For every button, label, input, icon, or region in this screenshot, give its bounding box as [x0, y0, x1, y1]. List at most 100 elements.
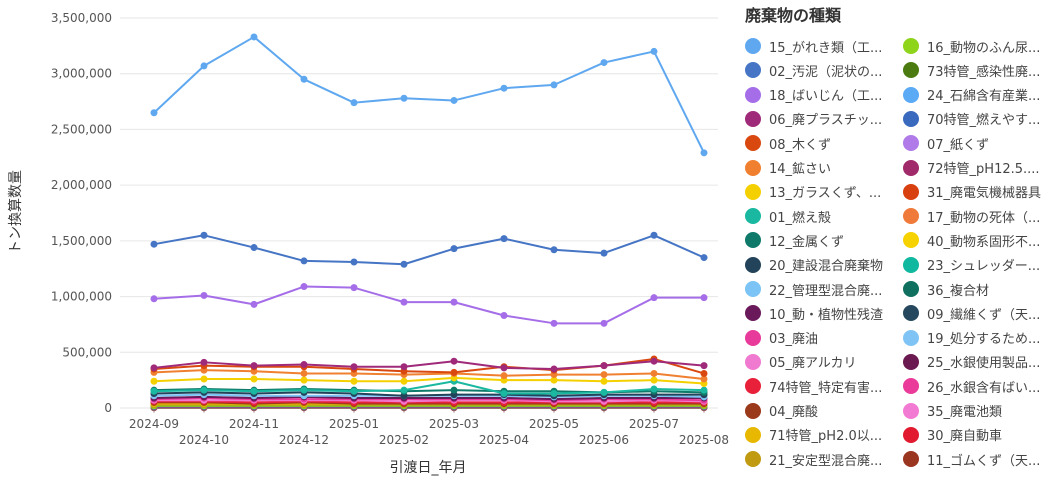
data-point[interactable]: [700, 254, 708, 262]
data-point[interactable]: [600, 377, 608, 385]
legend-item[interactable]: 05_廃アルカリ: [745, 352, 895, 372]
data-point[interactable]: [500, 84, 508, 92]
data-point[interactable]: [250, 244, 258, 252]
legend-item[interactable]: 22_管理型混合廃...: [745, 279, 895, 299]
legend-item[interactable]: 06_廃プラスチッ...: [745, 109, 895, 129]
legend-item[interactable]: 11_ゴムくず（天...: [903, 449, 1053, 469]
data-point[interactable]: [250, 362, 258, 370]
data-point[interactable]: [500, 364, 508, 372]
data-point[interactable]: [150, 377, 158, 385]
data-point[interactable]: [450, 368, 458, 376]
data-point[interactable]: [200, 375, 208, 383]
data-point[interactable]: [200, 386, 208, 394]
legend-item[interactable]: 73特管_感染性廃...: [903, 60, 1053, 80]
data-point[interactable]: [600, 249, 608, 257]
legend-item[interactable]: 31_廃電気機械器具: [903, 182, 1053, 202]
data-point[interactable]: [250, 33, 258, 41]
data-point[interactable]: [650, 376, 658, 384]
legend-item[interactable]: 72特管_pH12.5....: [903, 158, 1053, 178]
legend-item[interactable]: 71特管_pH2.0以...: [745, 425, 895, 445]
legend-item[interactable]: 02_汚泥（泥状の...: [745, 60, 895, 80]
data-point[interactable]: [200, 231, 208, 239]
data-point[interactable]: [550, 390, 558, 398]
legend-item[interactable]: 04_廃酸: [745, 401, 895, 421]
data-point[interactable]: [650, 47, 658, 55]
data-point[interactable]: [700, 149, 708, 157]
legend-item[interactable]: 26_水銀含有ばい...: [903, 376, 1053, 396]
legend-item[interactable]: 24_石綿含有産業...: [903, 85, 1053, 105]
data-point[interactable]: [600, 319, 608, 327]
data-point[interactable]: [350, 363, 358, 371]
data-point[interactable]: [150, 364, 158, 372]
data-point[interactable]: [500, 372, 508, 380]
legend-item[interactable]: 07_紙くず: [903, 133, 1053, 153]
legend-item[interactable]: 70特管_燃えやす...: [903, 109, 1053, 129]
data-point[interactable]: [600, 371, 608, 379]
data-point[interactable]: [500, 235, 508, 243]
data-point[interactable]: [400, 377, 408, 385]
data-point[interactable]: [200, 358, 208, 366]
legend-item[interactable]: 35_廃電池類: [903, 401, 1053, 421]
data-point[interactable]: [650, 357, 658, 365]
data-point[interactable]: [650, 385, 658, 393]
data-point[interactable]: [450, 386, 458, 394]
data-point[interactable]: [550, 365, 558, 373]
data-point[interactable]: [650, 294, 658, 302]
data-point[interactable]: [350, 99, 358, 107]
data-point[interactable]: [700, 369, 708, 377]
data-point[interactable]: [450, 298, 458, 306]
legend-item[interactable]: 13_ガラスくず、...: [745, 182, 895, 202]
data-point[interactable]: [150, 109, 158, 117]
data-point[interactable]: [200, 62, 208, 70]
legend-item[interactable]: 12_金属くず: [745, 230, 895, 250]
data-point[interactable]: [200, 291, 208, 299]
legend-item[interactable]: 17_動物の死体（...: [903, 206, 1053, 226]
data-point[interactable]: [350, 377, 358, 385]
legend-item[interactable]: 21_安定型混合廃...: [745, 449, 895, 469]
data-point[interactable]: [500, 390, 508, 398]
data-point[interactable]: [300, 283, 308, 291]
data-point[interactable]: [400, 386, 408, 394]
data-point[interactable]: [600, 362, 608, 370]
data-point[interactable]: [400, 363, 408, 371]
data-point[interactable]: [250, 300, 258, 308]
data-point[interactable]: [450, 357, 458, 365]
data-point[interactable]: [550, 246, 558, 254]
data-point[interactable]: [650, 231, 658, 239]
data-point[interactable]: [300, 257, 308, 265]
data-point[interactable]: [350, 387, 358, 395]
legend-item[interactable]: 25_水銀使用製品...: [903, 352, 1053, 372]
legend-item[interactable]: 08_木くず: [745, 133, 895, 153]
data-point[interactable]: [650, 369, 658, 377]
data-point[interactable]: [300, 386, 308, 394]
data-point[interactable]: [700, 386, 708, 394]
legend-item[interactable]: 16_動物のふん尿...: [903, 36, 1053, 56]
legend-item[interactable]: 36_複合材: [903, 279, 1053, 299]
data-point[interactable]: [250, 375, 258, 383]
legend-item[interactable]: 18_ばいじん（工...: [745, 85, 895, 105]
data-point[interactable]: [350, 284, 358, 292]
data-point[interactable]: [700, 362, 708, 370]
legend-item[interactable]: 20_建設混合廃棄物: [745, 255, 895, 275]
legend-item[interactable]: 15_がれき類（工...: [745, 36, 895, 56]
legend-item[interactable]: 14_鉱さい: [745, 158, 895, 178]
data-point[interactable]: [400, 298, 408, 306]
data-point[interactable]: [250, 387, 258, 395]
data-point[interactable]: [550, 376, 558, 384]
legend-item[interactable]: 09_繊維くず（天...: [903, 303, 1053, 323]
data-point[interactable]: [400, 260, 408, 268]
data-point[interactable]: [600, 388, 608, 396]
data-point[interactable]: [550, 81, 558, 89]
data-point[interactable]: [350, 258, 358, 266]
legend-item[interactable]: 30_廃自動車: [903, 425, 1053, 445]
data-point[interactable]: [300, 75, 308, 83]
legend-item[interactable]: 03_廃油: [745, 328, 895, 348]
data-point[interactable]: [450, 96, 458, 104]
data-point[interactable]: [300, 376, 308, 384]
legend-item[interactable]: 10_動・植物性残渣: [745, 303, 895, 323]
data-point[interactable]: [700, 375, 708, 383]
data-point[interactable]: [150, 295, 158, 303]
legend-item[interactable]: 40_動物系固形不...: [903, 230, 1053, 250]
data-point[interactable]: [300, 361, 308, 369]
legend-item[interactable]: 23_シュレッダー...: [903, 255, 1053, 275]
